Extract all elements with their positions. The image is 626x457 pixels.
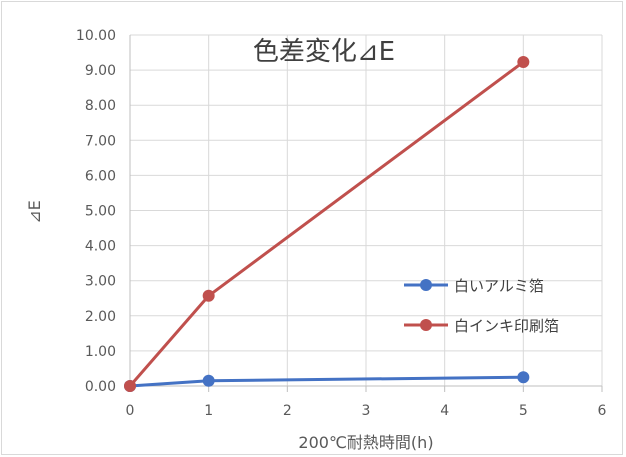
x-tick-label: 6	[598, 403, 607, 419]
y-tick-label: 2.00	[85, 309, 116, 325]
data-point-series-2	[124, 380, 136, 392]
series-lines	[124, 56, 530, 392]
y-tick-label: 4.00	[85, 239, 116, 255]
x-tick-label: 3	[362, 403, 371, 419]
y-tick-label: 1.00	[85, 344, 116, 360]
legend-marker	[420, 319, 432, 331]
x-axis-title: 200℃耐熱時間(h)	[298, 433, 433, 452]
x-tick-label: 4	[440, 403, 449, 419]
x-tick-label: 5	[519, 403, 528, 419]
y-tick-label: 6.00	[85, 168, 116, 184]
gridlines	[130, 34, 603, 386]
data-point-series-1	[202, 374, 215, 387]
legend-label: 白インキ印刷箔	[454, 317, 559, 335]
data-point-series-1	[517, 371, 530, 384]
y-tick-label: 10.00	[76, 28, 116, 44]
y-axis-title: ⊿E	[25, 200, 44, 224]
data-point-series-2	[517, 56, 530, 69]
y-tick-label: 8.00	[85, 98, 116, 114]
y-tick-label: 7.00	[85, 133, 116, 149]
y-tick-label: 0.00	[85, 379, 116, 395]
x-tick-label: 1	[204, 403, 213, 419]
x-tick-label: 2	[283, 403, 292, 419]
data-point-series-2	[202, 289, 215, 302]
legend-marker	[420, 279, 432, 291]
chart-title: 色差変化⊿E	[253, 37, 395, 67]
legend-label: 白いアルミ箔	[454, 277, 544, 295]
y-tick-label: 5.00	[85, 204, 116, 220]
series-line-2	[128, 60, 525, 387]
series-line-1	[129, 375, 524, 388]
y-tick-label: 9.00	[85, 63, 116, 79]
y-tick-label: 3.00	[85, 274, 116, 290]
x-tick-label: 0	[126, 403, 135, 419]
tick-labels: 0.00 1.00 2.00 3.00 4.00 5.00 6.00 7.00 8.00 9.00…	[76, 28, 607, 419]
